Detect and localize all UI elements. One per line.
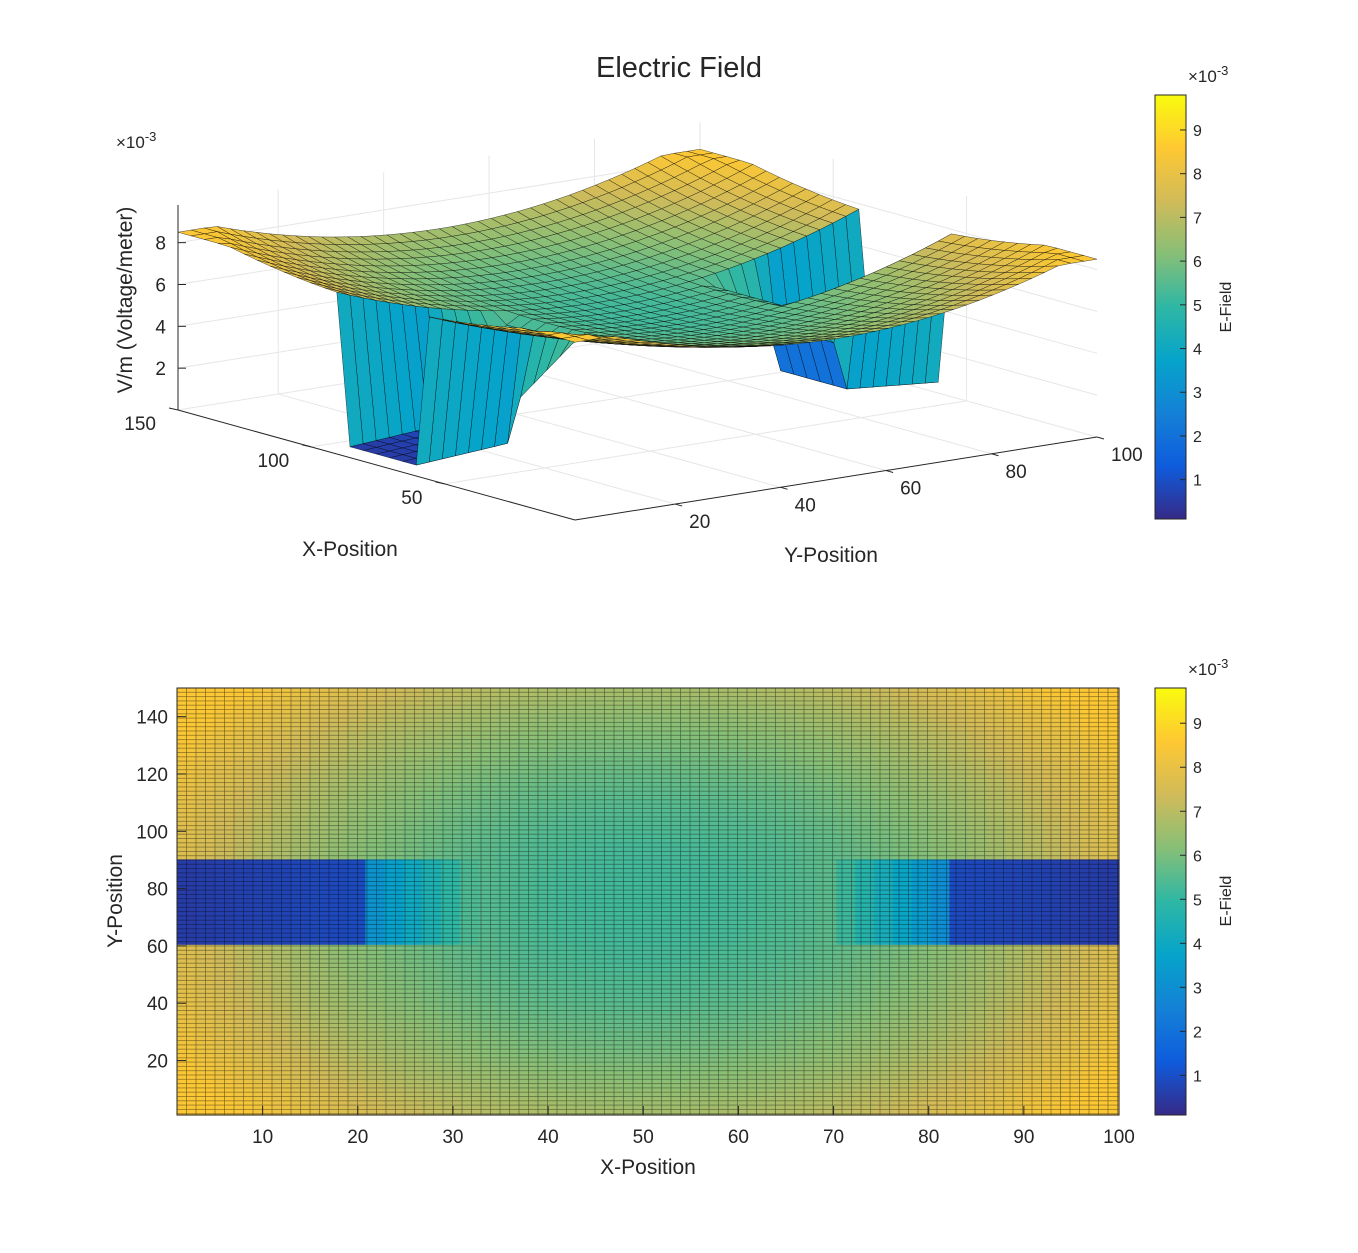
- heatmap-x-tick-label: 80: [918, 1127, 939, 1148]
- surface-patch: [561, 336, 589, 343]
- colorbar-tick-label: 6: [1193, 254, 1202, 271]
- surface-y-tick-mark: [991, 453, 999, 457]
- heatmap-x-tick-label: 90: [1013, 1127, 1034, 1148]
- colorbar-tick-label: 5: [1193, 298, 1202, 315]
- colorbar-tick-label: 7: [1193, 804, 1202, 821]
- heatmap-axes: 10 20 30 40 50 60 70 80 90 100 20406080100120140 …: [104, 687, 1135, 1179]
- heatmap-y-tick-label: 60: [147, 937, 168, 958]
- surface-z-tick-label: 4: [155, 317, 166, 338]
- x-axis-line: [177, 409, 576, 521]
- colorbar-bottom-label: E-Field: [1218, 876, 1235, 927]
- heatmap-x-tick-label: 20: [347, 1127, 368, 1148]
- heatmap-x-tick-label: 60: [728, 1127, 749, 1148]
- surface-x-tick-label: 50: [401, 488, 422, 509]
- heatmap-y-tick-label: 140: [136, 708, 168, 729]
- colorbar-bottom: 1 2 3 4 5 6 7 8 9 E-Field ×10-3: [1154, 656, 1235, 1116]
- colorbar-bottom-exponent-base: ×10: [1188, 660, 1217, 679]
- surface-z-tick-label: 6: [155, 275, 166, 296]
- heatmap-xlabel: X-Position: [600, 1156, 696, 1179]
- colorbar-top: 1 2 3 4 5 6 7 8 9 E-Field ×10-3: [1154, 63, 1235, 520]
- colorbar-bottom-exponent: ×10-3: [1188, 656, 1228, 679]
- colorbar-top-exponent-base: ×10: [1188, 67, 1217, 86]
- colorbar-tick-label: 7: [1193, 210, 1202, 227]
- surface-grid-line: [444, 400, 967, 485]
- colorbar-top-ticks: 1 2 3 4 5 6 7 8 9: [1180, 123, 1202, 490]
- colorbar-tick-label: 1: [1193, 473, 1202, 490]
- surface-z-tick-label: 8: [155, 234, 166, 255]
- surface-z-exponent-power: -3: [145, 129, 157, 144]
- colorbar-top-label: E-Field: [1218, 282, 1235, 333]
- heatmap-x-tick-label: 100: [1103, 1127, 1135, 1148]
- surface-y-tick-label: 60: [900, 479, 921, 500]
- heatmap-x-tick-label: 30: [442, 1127, 463, 1148]
- heatmap-x-tick-label: 50: [633, 1127, 654, 1148]
- colorbar-tick-label: 8: [1193, 760, 1202, 777]
- colorbar-tick-label: 3: [1193, 385, 1202, 402]
- y-axis-line: [574, 436, 1098, 521]
- colorbar-top-bar: [1154, 94, 1187, 520]
- surface-xlabel: X-Position: [302, 538, 398, 561]
- surface-grid-line: [594, 343, 992, 455]
- surface-ylabel: Y-Position: [784, 544, 878, 567]
- surface-zlabel: V/m (Voltage/meter): [114, 207, 137, 394]
- colorbar-tick-label: 3: [1193, 980, 1202, 997]
- colorbar-tick-label: 8: [1193, 167, 1202, 184]
- surface-z-ticks: 2 4 6 8: [155, 234, 186, 380]
- surface-y-tick-mark: [780, 486, 788, 490]
- surface-x-ticks: 50 100 150: [124, 407, 445, 509]
- surface-title: Electric Field: [596, 52, 762, 84]
- colorbar-bottom-bar: [1154, 687, 1187, 1116]
- surface-y-ticks: 20 40 60 80 100: [675, 436, 1143, 533]
- colorbar-tick-label: 1: [1193, 1068, 1202, 1085]
- heatmap-x-tick-label: 10: [252, 1127, 273, 1148]
- surface-y-tick-mark: [1096, 436, 1105, 440]
- heatmap-frame: [176, 687, 1120, 1116]
- colorbar-tick-label: 2: [1193, 1024, 1202, 1041]
- heatmap-x-tick-label: 70: [823, 1127, 844, 1148]
- surface-y-tick-label: 40: [795, 495, 816, 516]
- colorbar-bottom-ticks: 1 2 3 4 5 6 7 8 9: [1180, 716, 1202, 1085]
- colorbar-tick-label: 6: [1193, 848, 1202, 865]
- surface-z-exponent: ×10-3: [116, 129, 156, 152]
- heatmap-mesh: [177, 688, 1119, 1115]
- colorbar-bottom-exponent-power: -3: [1217, 656, 1229, 671]
- surface-x-tick-mark: [302, 444, 312, 448]
- heatmap-y-tick-label: 80: [147, 880, 168, 901]
- surface-axes: Electric Field V/m (Voltage/meter) X-Pos…: [114, 52, 1143, 567]
- surface-mesh: [177, 148, 1098, 466]
- surface-y-tick-label: 20: [689, 512, 710, 533]
- colorbar-tick-label: 5: [1193, 892, 1202, 909]
- heatmap-y-ticks: 20 40 60 80 100 120 140: [136, 708, 186, 1073]
- colorbar-tick-label: 4: [1193, 936, 1202, 953]
- heatmap-x-tick-label: 40: [538, 1127, 559, 1148]
- heatmap-y-tick-label: 120: [136, 765, 168, 786]
- surface-x-tick-label: 100: [258, 451, 290, 472]
- surface-y-tick-mark: [675, 503, 683, 507]
- colorbar-tick-label: 2: [1193, 429, 1202, 446]
- heatmap-y-tick-label: 100: [136, 822, 168, 843]
- surface-x-tick-mark: [435, 481, 445, 485]
- surface-z-exponent-base: ×10: [116, 133, 145, 152]
- surface-z-tick-label: 2: [155, 359, 166, 380]
- surface-grid-line: [488, 360, 887, 472]
- colorbar-tick-label: 9: [1193, 716, 1202, 733]
- heatmap-y-tick-label: 40: [147, 994, 168, 1015]
- colorbar-tick-label: 9: [1193, 123, 1202, 140]
- heatmap-y-tick-label: 20: [147, 1052, 168, 1073]
- surface-y-tick-label: 80: [1006, 462, 1027, 483]
- surface-y-tick-label: 100: [1111, 445, 1143, 466]
- colorbar-top-exponent-power: -3: [1217, 63, 1229, 78]
- surface-y-tick-mark: [885, 470, 894, 474]
- surface-x-tick-label: 150: [124, 414, 156, 435]
- heatmap-ylabel: Y-Position: [104, 854, 127, 948]
- heatmap-x-ticks: 10 20 30 40 50 60 70 80 90 100: [252, 1106, 1135, 1148]
- surface-x-tick-mark: [168, 407, 179, 411]
- colorbar-top-exponent: ×10-3: [1188, 63, 1228, 86]
- colorbar-tick-label: 4: [1193, 342, 1202, 359]
